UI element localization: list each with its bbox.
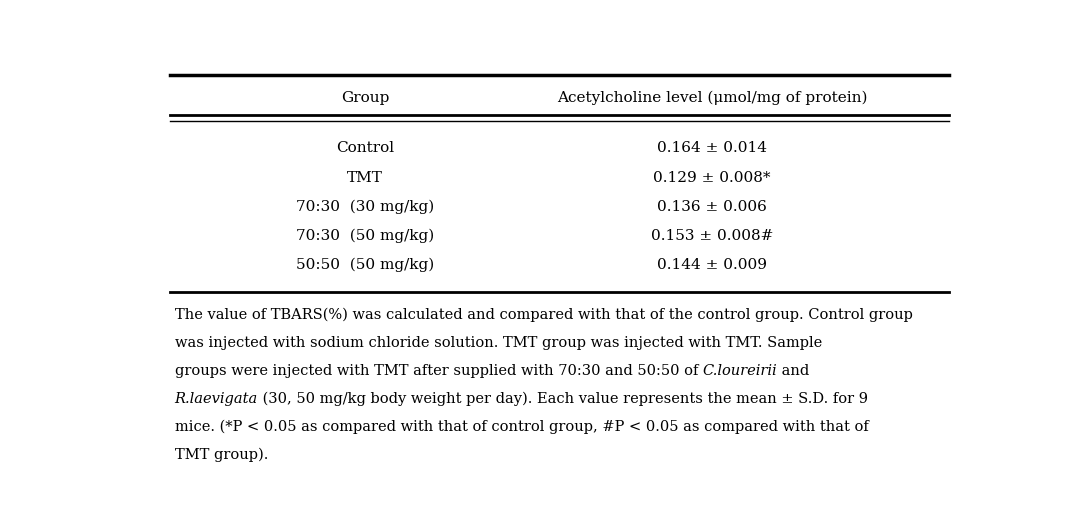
Text: Group: Group	[341, 90, 389, 105]
Text: R.laevigata: R.laevigata	[175, 391, 258, 405]
Text: mice. (*P < 0.05 as compared with that of control group, #P < 0.05 as compared w: mice. (*P < 0.05 as compared with that o…	[175, 419, 868, 433]
Text: was injected with sodium chloride solution. TMT group was injected with TMT. Sam: was injected with sodium chloride soluti…	[175, 335, 822, 349]
Text: 0.129 ± 0.008*: 0.129 ± 0.008*	[653, 170, 771, 184]
Text: 0.153 ± 0.008#: 0.153 ± 0.008#	[651, 229, 773, 242]
Text: Acetylcholine level (μmol/mg of protein): Acetylcholine level (μmol/mg of protein)	[557, 90, 867, 105]
Text: 0.164 ± 0.014: 0.164 ± 0.014	[657, 141, 767, 155]
Text: (30, 50 mg/kg body weight per day). Each value represents the mean ± S.D. for 9: (30, 50 mg/kg body weight per day). Each…	[258, 391, 868, 406]
Text: 0.136 ± 0.006: 0.136 ± 0.006	[657, 199, 767, 214]
Text: The value of TBARS(%) was calculated and compared with that of the control group: The value of TBARS(%) was calculated and…	[175, 307, 913, 321]
Text: C.loureirii: C.loureirii	[702, 363, 778, 377]
Text: and: and	[778, 363, 809, 377]
Text: Control: Control	[336, 141, 394, 155]
Text: 0.144 ± 0.009: 0.144 ± 0.009	[657, 258, 767, 272]
Text: 50:50  (50 mg/kg): 50:50 (50 mg/kg)	[296, 258, 435, 272]
Text: 70:30  (30 mg/kg): 70:30 (30 mg/kg)	[296, 199, 435, 214]
Text: TMT: TMT	[347, 170, 383, 184]
Text: groups were injected with TMT after supplied with 70:30 and 50:50 of: groups were injected with TMT after supp…	[175, 363, 702, 377]
Text: TMT group).: TMT group).	[175, 447, 268, 461]
Text: 70:30  (50 mg/kg): 70:30 (50 mg/kg)	[296, 228, 435, 243]
